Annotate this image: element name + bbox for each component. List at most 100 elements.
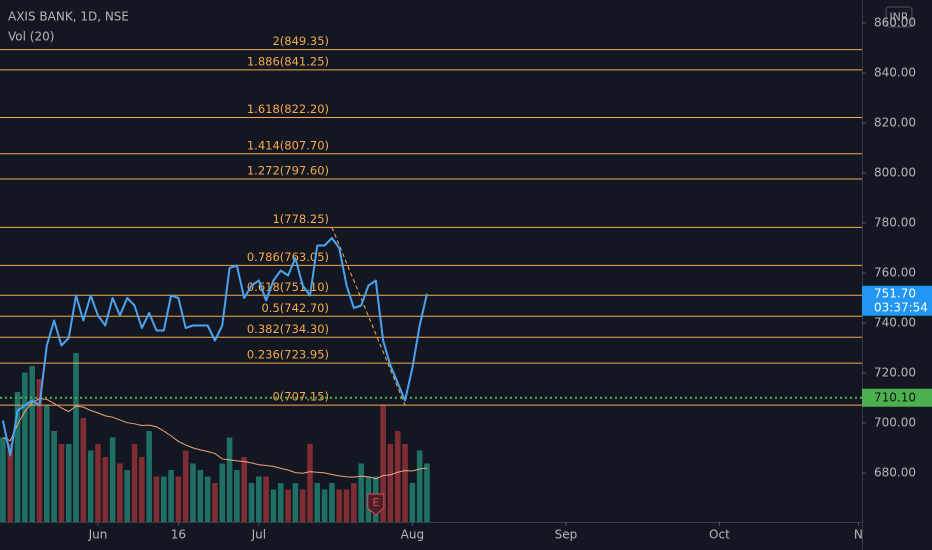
volume-bar: [226, 437, 233, 522]
volume-bar: [80, 418, 87, 522]
volume-bar: [36, 379, 43, 522]
volume-bar: [394, 431, 401, 522]
volume-bar: [234, 470, 240, 522]
volume-bar: [380, 405, 386, 522]
volume-bar: [424, 463, 430, 522]
x-tick-label: Oct: [709, 528, 730, 542]
volume-bar: [102, 457, 109, 522]
volume-bar: [343, 489, 350, 522]
volume-bar: [314, 483, 321, 522]
x-tick-label: Jul: [251, 528, 266, 542]
fib-label: 0(707.15): [272, 390, 329, 404]
y-tick-label: 780.00: [874, 216, 916, 230]
volume-bar: [124, 470, 131, 522]
volume-bar: [14, 392, 21, 522]
y-tick-label: 860.00: [874, 16, 916, 30]
volume-bar: [139, 457, 145, 522]
volume-bar: [58, 444, 65, 522]
volume-bar: [270, 489, 277, 522]
fib-label: 0.382(734.30): [247, 322, 329, 336]
volume-bar: [0, 437, 6, 522]
volume-bar: [204, 476, 211, 522]
plot-area: 2(849.35) 1.886(841.25) 1.618(822.20) 1.414…: [0, 34, 862, 522]
volume-bar: [248, 483, 255, 522]
volume-bar: [153, 476, 160, 522]
earnings-label: E: [372, 496, 379, 509]
x-tick-label: Sep: [555, 528, 578, 542]
volume-bar: [256, 476, 262, 522]
fib-label: 1(778.25): [272, 212, 329, 226]
volume-bar: [117, 463, 123, 522]
volume-bar: [292, 483, 299, 522]
fib-label: 0.618(751.10): [247, 280, 329, 294]
chart-title: AXIS BANK, 1D, NSE: [8, 10, 129, 24]
fib-label: 1.272(797.60): [247, 164, 329, 178]
volume-bar: [146, 431, 152, 522]
price-marker: [862, 285, 932, 316]
alert-marker: [862, 388, 932, 407]
volume-bar: [299, 489, 306, 522]
volume-bar: [51, 431, 57, 522]
fib-label: 0.236(723.95): [247, 348, 329, 362]
volume-bar: [43, 405, 50, 522]
volume-bar: [197, 470, 204, 522]
volume-bar: [241, 457, 247, 522]
volume-bar: [285, 489, 291, 522]
volume-bar: [212, 483, 218, 522]
volume-bar: [336, 489, 343, 522]
volume-bar: [387, 444, 394, 522]
fib-label: 1.414(807.70): [247, 138, 329, 152]
earnings-marker: [367, 493, 385, 516]
fib-label: 1.886(841.25): [247, 54, 329, 68]
y-tick-label: 820.00: [874, 116, 916, 130]
price-marker-label: 751.70: [874, 286, 916, 300]
currency-box[interactable]: [885, 6, 913, 28]
y-tick-label: 720.00: [874, 366, 916, 380]
volume-bar: [358, 463, 364, 522]
volume-legend: Vol (20): [8, 30, 54, 44]
volume-bar: [277, 483, 284, 522]
alert-label: 710.10: [874, 390, 916, 404]
y-tick-label: 700.00: [874, 416, 916, 430]
volume-bar: [109, 437, 116, 522]
volume-bar: [402, 444, 408, 522]
y-tick-label: 840.00: [874, 66, 916, 80]
volume-bar: [160, 476, 167, 522]
volume-bar: [95, 444, 101, 522]
volume-bar: [263, 476, 269, 522]
volume-bar: [168, 470, 174, 522]
x-tick-label: N: [854, 528, 863, 542]
volume-bar: [22, 372, 28, 522]
volume-bar: [321, 489, 328, 522]
x-tick-label: 16: [171, 528, 186, 542]
volume-bar: [175, 476, 182, 522]
volume-bar: [73, 353, 79, 522]
countdown-label: 03:37:54: [874, 300, 928, 314]
fib-label: 1.618(822.20): [247, 102, 329, 116]
volume-bar: [409, 483, 416, 522]
volume-bar: [65, 444, 72, 522]
volume-bar: [416, 450, 423, 522]
currency-label[interactable]: INR: [889, 11, 908, 24]
volume-bar: [7, 444, 14, 522]
fib-label: 0.5(742.70): [261, 301, 329, 315]
y-tick-label: 800.00: [874, 166, 916, 180]
y-tick-label: 680.00: [874, 466, 916, 480]
x-tick-label: Aug: [401, 528, 424, 542]
fib-label: 2(849.35): [272, 34, 329, 48]
volume-bar: [131, 444, 138, 522]
volume-bar: [307, 444, 313, 522]
volume-bar: [351, 483, 357, 522]
fib-label: 0.786(763.05): [247, 250, 329, 264]
volume-bar: [182, 450, 189, 522]
y-tick-label: 740.00: [874, 316, 916, 330]
y-tick-label: 760.00: [874, 266, 916, 280]
volume-bar: [29, 366, 35, 522]
volume-ma: [2, 397, 428, 480]
volume-bar: [329, 483, 335, 522]
volume-bar: [219, 463, 226, 522]
x-tick-label: Jun: [88, 528, 108, 542]
